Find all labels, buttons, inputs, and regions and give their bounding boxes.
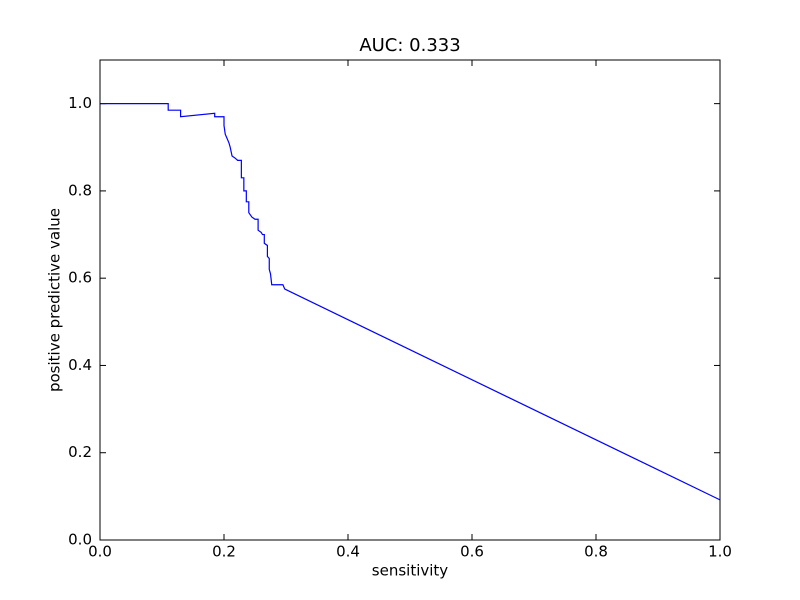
x-tick-label: 0.0 xyxy=(88,543,112,561)
y-tick-label: 0.4 xyxy=(68,356,92,374)
x-axis-label: sensitivity xyxy=(372,562,449,580)
y-axis-label: positive predictive value xyxy=(46,208,64,392)
y-tick-label: 0.6 xyxy=(68,269,92,287)
y-tick-label: 0.0 xyxy=(68,531,92,549)
x-tick-label: 0.8 xyxy=(584,543,608,561)
y-tick-label: 1.0 xyxy=(68,94,92,112)
plot-frame xyxy=(99,59,721,541)
y-tick-label: 0.8 xyxy=(68,181,92,199)
x-tick-label: 0.6 xyxy=(460,543,484,561)
x-tick-label: 1.0 xyxy=(708,543,732,561)
y-tick-label: 0.2 xyxy=(68,443,92,461)
x-tick-label: 0.2 xyxy=(212,543,236,561)
chart-title: AUC: 0.333 xyxy=(359,35,460,56)
data-line xyxy=(100,103,721,501)
x-tick-label: 0.4 xyxy=(336,543,360,561)
